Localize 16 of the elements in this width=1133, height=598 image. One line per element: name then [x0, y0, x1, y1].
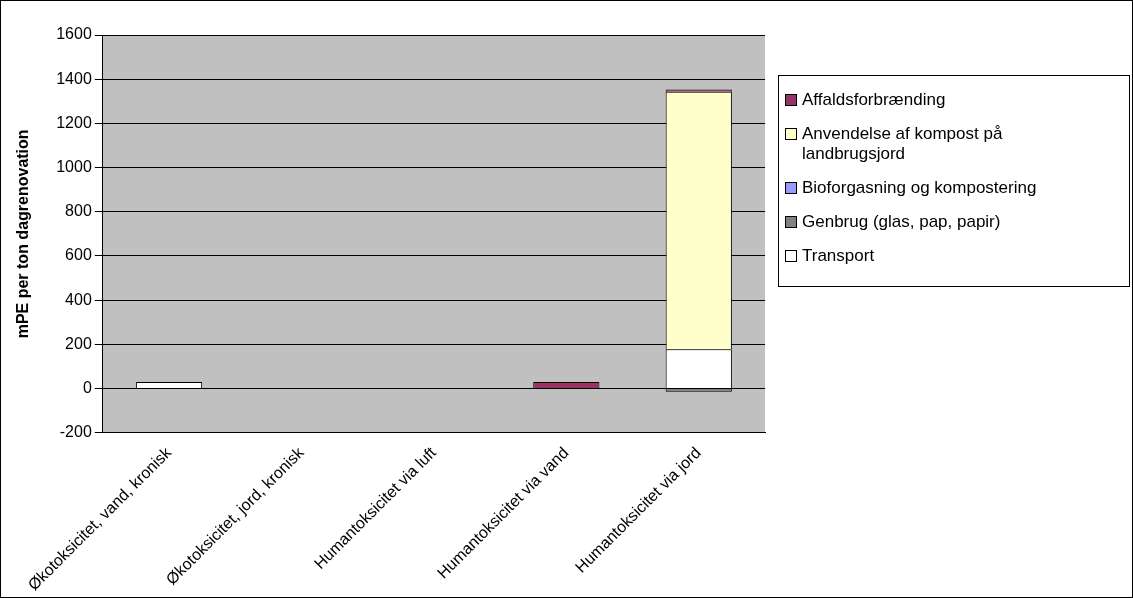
y-tick-label: 200	[65, 334, 92, 352]
y-tick-label: 600	[65, 246, 92, 264]
legend-label: Anvendelse af kompost på landbrugsjord	[802, 124, 1004, 164]
y-axis-title: mPE per ton dagrenovation	[14, 129, 32, 339]
y-tick-label: 1000	[56, 157, 92, 175]
legend-label: Genbrug (glas, pap, papir)	[802, 212, 1001, 232]
y-tick-label: -200	[59, 423, 92, 441]
y-tick-label: 400	[65, 290, 92, 308]
y-tick-label: 1400	[56, 69, 92, 87]
y-tick-label: 1200	[56, 113, 92, 131]
y-tick-label: 800	[65, 202, 92, 220]
y-tick-label: 1600	[56, 25, 92, 43]
legend-label: Transport	[802, 246, 875, 266]
legend-label: Bioforgasning og kompostering	[802, 178, 1037, 198]
y-tick-label: 0	[82, 378, 92, 396]
legend-label: Affaldsforbrænding	[802, 90, 946, 110]
